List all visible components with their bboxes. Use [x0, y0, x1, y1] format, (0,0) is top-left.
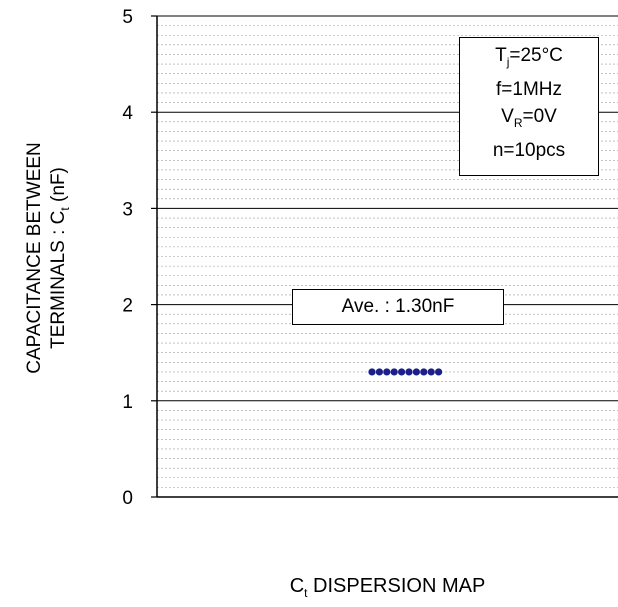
y-tick-label: 1: [122, 392, 133, 413]
y-tick-label: 5: [122, 7, 133, 28]
y-tick-label: 0: [122, 488, 133, 509]
condition-sample-count: n=10pcs: [492, 139, 566, 161]
data-point: [412, 368, 420, 376]
y-tick-label: 2: [122, 296, 133, 317]
data-point: [405, 368, 413, 376]
average-label-box: Ave. : 1.30nF: [292, 289, 504, 325]
data-point: [398, 368, 406, 376]
condition-reverse-voltage: VR=0V: [501, 105, 557, 130]
data-point: [383, 368, 391, 376]
axes: [156, 16, 618, 498]
major-grid: [157, 15, 618, 402]
data-point: [427, 368, 435, 376]
data-point: [390, 368, 398, 376]
average-label: Ave. : 1.30nF: [341, 296, 455, 317]
conditions-box: Tj=25°C f=1MHz VR=0V n=10pcs: [459, 37, 599, 176]
x-axis-label: Ct DISPERSION MAP: [289, 575, 486, 600]
y-tick-label: 3: [122, 199, 133, 220]
condition-junction-temp: Tj=25°C: [495, 45, 563, 69]
data-points: [368, 368, 443, 376]
y-tick-labels: 0 1 2 3 4 5: [122, 7, 157, 509]
data-point: [435, 368, 443, 376]
y-tick-label: 4: [122, 103, 133, 124]
data-point: [420, 368, 428, 376]
data-point: [368, 368, 376, 376]
condition-frequency: f=1MHz: [496, 78, 562, 100]
data-point: [375, 368, 383, 376]
